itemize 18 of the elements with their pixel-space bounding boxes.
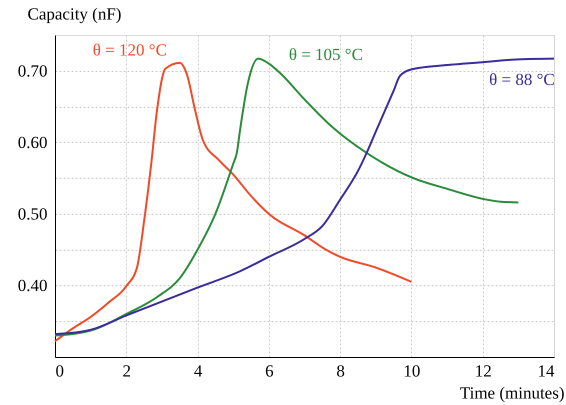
x-axis-title: Time (minutes) [460, 384, 564, 402]
y-tick-label: 0.60 [18, 132, 48, 152]
series-label: θ = 88 °C [489, 70, 555, 90]
x-tick-label: 12 [474, 362, 492, 380]
y-tick-label: 0.40 [18, 276, 48, 295]
x-tick-label: 0 [56, 362, 64, 380]
y-tick-label: 0.50 [18, 204, 48, 224]
x-tick-label: 4 [194, 362, 203, 380]
series-label: θ = 120 °C [92, 40, 167, 60]
series-label: θ = 105 °C [288, 45, 363, 64]
x-tick-label: 14 [538, 362, 555, 380]
y-tick-label: 0.70 [18, 61, 48, 80]
x-tick-label: 6 [265, 362, 274, 380]
x-tick-label: 8 [336, 362, 345, 380]
y-axis-title: Capacity (nF) [28, 4, 122, 24]
line-series [54, 62, 412, 342]
x-tick-label: 10 [403, 362, 420, 380]
x-tick-label: 2 [122, 362, 132, 380]
